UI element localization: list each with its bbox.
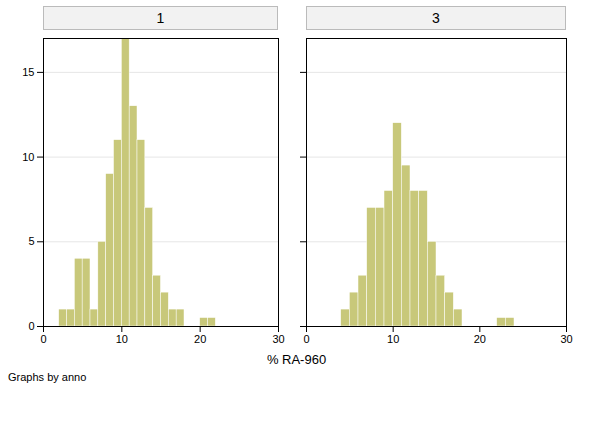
svg-text:20: 20 [474, 333, 486, 345]
svg-text:5: 5 [28, 235, 34, 247]
svg-text:0: 0 [40, 333, 46, 345]
svg-text:10: 10 [116, 333, 128, 345]
svg-text:15: 15 [22, 66, 34, 78]
svg-text:10: 10 [22, 151, 34, 163]
html-text:3: 3 [432, 10, 440, 26]
svg-text:30: 30 [272, 333, 284, 345]
svg-text:0: 0 [28, 320, 34, 332]
html-text:1: 1 [156, 10, 165, 26]
svg-text:20: 20 [194, 333, 206, 345]
html-text:Graphs by anno: Graphs by anno [8, 371, 87, 383]
svg-text:0: 0 [303, 333, 309, 345]
svg-text:30: 30 [560, 333, 572, 345]
svg-text:10: 10 [387, 333, 399, 345]
html-text:% RA-960: % RA-960 [266, 352, 327, 367]
